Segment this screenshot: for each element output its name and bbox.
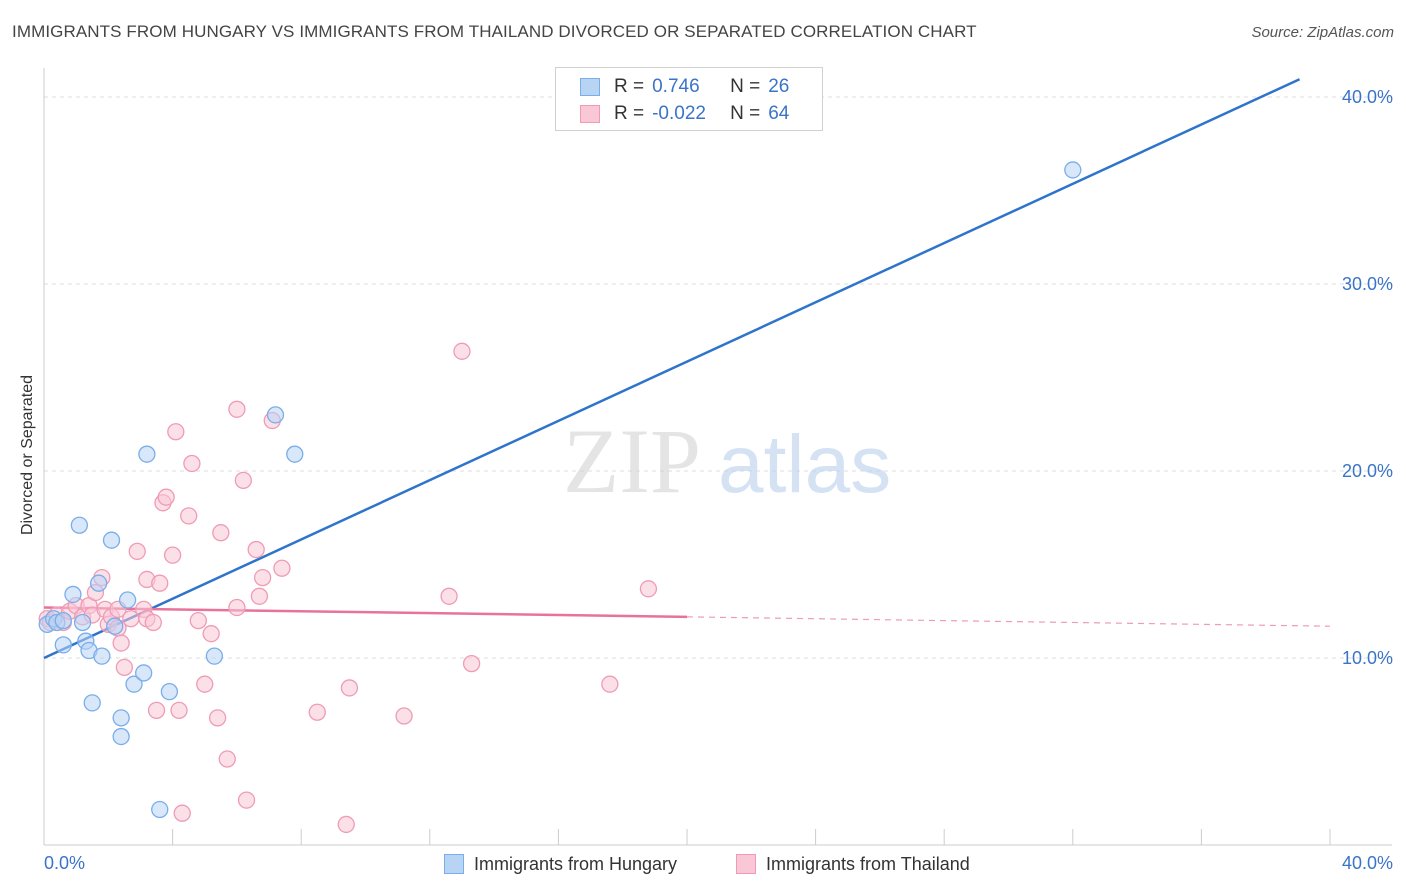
point-thailand bbox=[183, 454, 201, 473]
point-hungary bbox=[73, 613, 92, 632]
point-hungary bbox=[54, 636, 72, 654]
point-hungary bbox=[135, 664, 153, 682]
point-hungary bbox=[125, 675, 143, 693]
point-hungary bbox=[93, 647, 111, 665]
point-hungary bbox=[286, 445, 304, 463]
point-thailand bbox=[180, 507, 198, 525]
stats-legend: R = 0.746 N = 26 R = -0.022 N = 64 bbox=[555, 67, 823, 131]
point-thailand bbox=[144, 613, 162, 632]
point-thailand bbox=[228, 400, 246, 418]
point-thailand bbox=[453, 342, 471, 360]
point-thailand bbox=[218, 750, 236, 768]
y-tick-label: 10.0% bbox=[1342, 648, 1393, 668]
point-thailand bbox=[639, 580, 658, 598]
series-label-hungary: Immigrants from Hungary bbox=[474, 853, 678, 874]
point-hungary bbox=[83, 694, 101, 712]
point-thailand bbox=[167, 423, 185, 441]
points-layer bbox=[38, 161, 1082, 834]
watermark-atlas: atlas bbox=[718, 419, 891, 510]
tick-labels: 10.0% 20.0% 30.0% 40.0% 0.0% 40.0% bbox=[44, 87, 1393, 873]
point-hungary bbox=[64, 585, 82, 604]
legend-n-label: N = bbox=[730, 76, 761, 97]
point-thailand bbox=[340, 679, 359, 697]
legend-swatch-hungary bbox=[580, 78, 600, 96]
series-swatch-thailand bbox=[736, 854, 756, 874]
point-hungary bbox=[106, 617, 124, 635]
source-label: Source: ZipAtlas.com bbox=[1251, 24, 1394, 41]
point-thailand bbox=[115, 658, 134, 676]
point-thailand bbox=[234, 471, 252, 490]
x-tick-label: 40.0% bbox=[1342, 853, 1393, 873]
watermark-zip: ZIP bbox=[563, 410, 701, 512]
point-thailand bbox=[147, 701, 166, 720]
point-thailand bbox=[128, 542, 146, 561]
y-tick-label: 20.0% bbox=[1342, 461, 1393, 481]
point-thailand bbox=[173, 804, 191, 822]
point-thailand bbox=[308, 703, 326, 721]
legend-swatch-thailand bbox=[580, 105, 600, 123]
point-hungary bbox=[138, 445, 156, 463]
point-thailand bbox=[157, 488, 175, 506]
point-thailand bbox=[237, 791, 256, 809]
legend-row-thailand: R = -0.022 N = 64 bbox=[580, 102, 789, 126]
legend-r-value: -0.022 bbox=[652, 103, 706, 124]
chart-title: IMMIGRANTS FROM HUNGARY VS IMMIGRANTS FR… bbox=[12, 22, 977, 41]
point-thailand bbox=[462, 654, 481, 673]
point-thailand bbox=[208, 709, 227, 727]
point-hungary bbox=[112, 727, 130, 746]
point-thailand bbox=[196, 675, 214, 693]
point-thailand bbox=[440, 587, 458, 605]
point-thailand bbox=[228, 598, 246, 617]
series-swatch-hungary bbox=[444, 854, 464, 874]
x-tick-label: 0.0% bbox=[44, 853, 85, 873]
point-hungary bbox=[112, 709, 130, 727]
series-legend-hungary: Immigrants from Hungary bbox=[444, 852, 677, 876]
trend-line-thailand-extrapolated bbox=[686, 616, 1331, 627]
point-thailand bbox=[601, 675, 619, 693]
point-thailand bbox=[189, 611, 207, 630]
point-hungary bbox=[151, 800, 169, 819]
point-thailand bbox=[151, 574, 169, 592]
point-hungary bbox=[1064, 161, 1082, 179]
legend-n-value: 64 bbox=[768, 103, 790, 124]
point-thailand bbox=[163, 546, 182, 564]
point-hungary bbox=[90, 574, 108, 592]
axis-layer bbox=[43, 68, 1392, 846]
watermark: ZIP atlas bbox=[563, 410, 891, 512]
point-hungary bbox=[54, 611, 72, 630]
trend-line-hungary bbox=[43, 78, 1301, 660]
point-thailand bbox=[273, 559, 291, 577]
legend-r-label: R = bbox=[614, 103, 645, 124]
legend-row-hungary: R = 0.746 N = 26 bbox=[580, 75, 789, 99]
legend-n-value: 26 bbox=[768, 76, 790, 97]
point-hungary bbox=[205, 647, 224, 665]
point-thailand bbox=[112, 634, 130, 652]
point-hungary bbox=[118, 591, 137, 609]
grid-layer bbox=[44, 96, 1392, 659]
series-legend-thailand: Immigrants from Thailand bbox=[736, 852, 970, 876]
legend-n-label: N = bbox=[730, 103, 761, 124]
point-thailand bbox=[337, 815, 355, 834]
point-thailand bbox=[212, 524, 230, 542]
point-hungary bbox=[160, 683, 179, 701]
point-hungary bbox=[266, 406, 285, 424]
legend-r-label: R = bbox=[614, 76, 645, 97]
trend-lines bbox=[43, 78, 1331, 660]
legend-r-value: 0.746 bbox=[652, 76, 700, 97]
point-hungary bbox=[70, 516, 89, 534]
point-thailand bbox=[170, 701, 188, 720]
y-tick-label: 40.0% bbox=[1342, 87, 1393, 107]
point-thailand bbox=[250, 587, 269, 605]
point-thailand bbox=[202, 625, 220, 643]
point-thailand bbox=[395, 707, 413, 725]
point-thailand bbox=[247, 540, 265, 559]
series-label-thailand: Immigrants from Thailand bbox=[766, 853, 970, 874]
y-tick-label: 30.0% bbox=[1342, 274, 1393, 294]
y-axis-label: Divorced or Separated bbox=[19, 374, 36, 536]
point-hungary bbox=[102, 531, 121, 549]
point-thailand bbox=[253, 568, 272, 587]
